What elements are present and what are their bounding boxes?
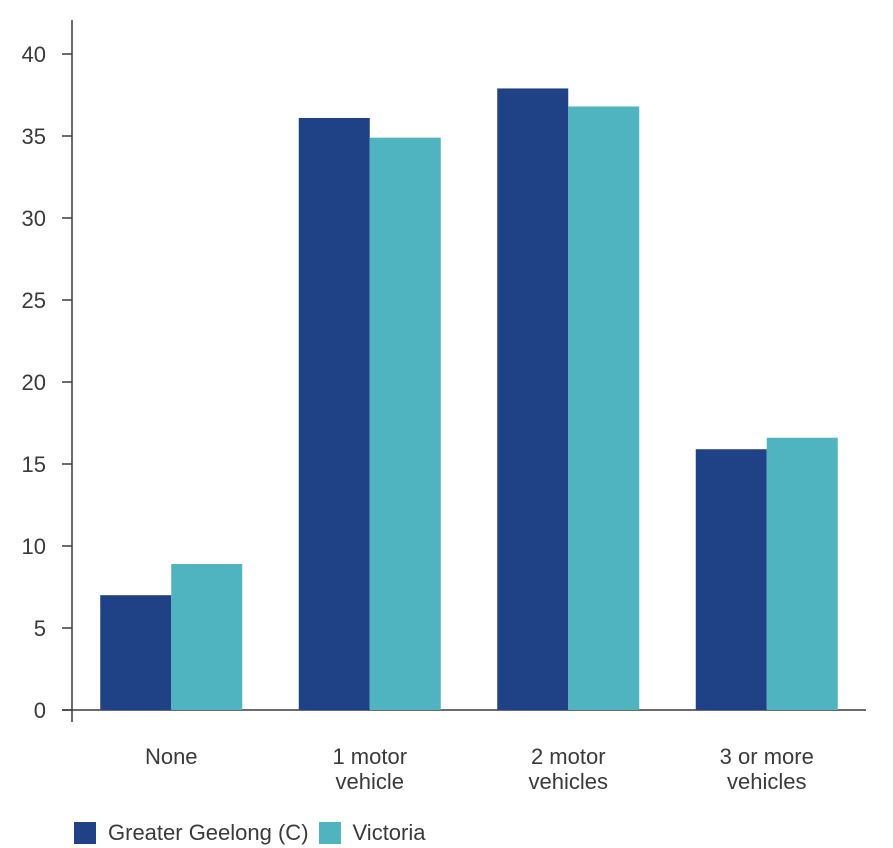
bar-greater-geelong-0 <box>100 595 172 710</box>
legend: Greater Geelong (C) Victoria <box>74 818 436 848</box>
x-category-label: vehicles <box>529 769 608 794</box>
x-category-label: 3 or more <box>720 744 814 769</box>
legend-swatch-victoria <box>318 822 341 844</box>
y-tick-label: 35 <box>22 124 46 149</box>
x-category-label: 1 motor <box>332 744 407 769</box>
x-category-label: vehicles <box>727 769 806 794</box>
y-tick-label: 15 <box>22 452 46 477</box>
y-tick-label: 20 <box>22 370 46 395</box>
bar-greater-geelong-3 <box>695 449 767 710</box>
y-tick-label: 5 <box>34 616 46 641</box>
y-tick-label: 0 <box>34 698 46 723</box>
x-category-label: vehicle <box>336 769 404 794</box>
y-tick-label: 30 <box>22 206 46 231</box>
x-category-label: None <box>145 744 198 769</box>
bar-greater-geelong-1 <box>298 117 370 710</box>
legend-item-greater-geelong: Greater Geelong (C) <box>74 820 309 846</box>
bar-victoria-3 <box>766 437 838 710</box>
bars <box>100 88 838 711</box>
bar-victoria-0 <box>171 564 243 710</box>
bar-victoria-2 <box>568 106 640 711</box>
x-category-label: 2 motor <box>531 744 606 769</box>
bar-greater-geelong-2 <box>497 88 569 710</box>
legend-item-victoria: Victoria <box>318 820 426 846</box>
legend-label-greater-geelong: Greater Geelong (C) <box>108 820 309 845</box>
y-tick-label: 25 <box>22 288 46 313</box>
y-tick-label: 40 <box>22 42 46 67</box>
legend-label-victoria: Victoria <box>352 820 426 845</box>
bar-victoria-1 <box>369 137 441 710</box>
y-axis: 0 5 10 15 20 25 30 35 40 <box>22 20 73 723</box>
legend-swatch-greater-geelong <box>74 822 96 844</box>
y-tick-label: 10 <box>22 534 46 559</box>
